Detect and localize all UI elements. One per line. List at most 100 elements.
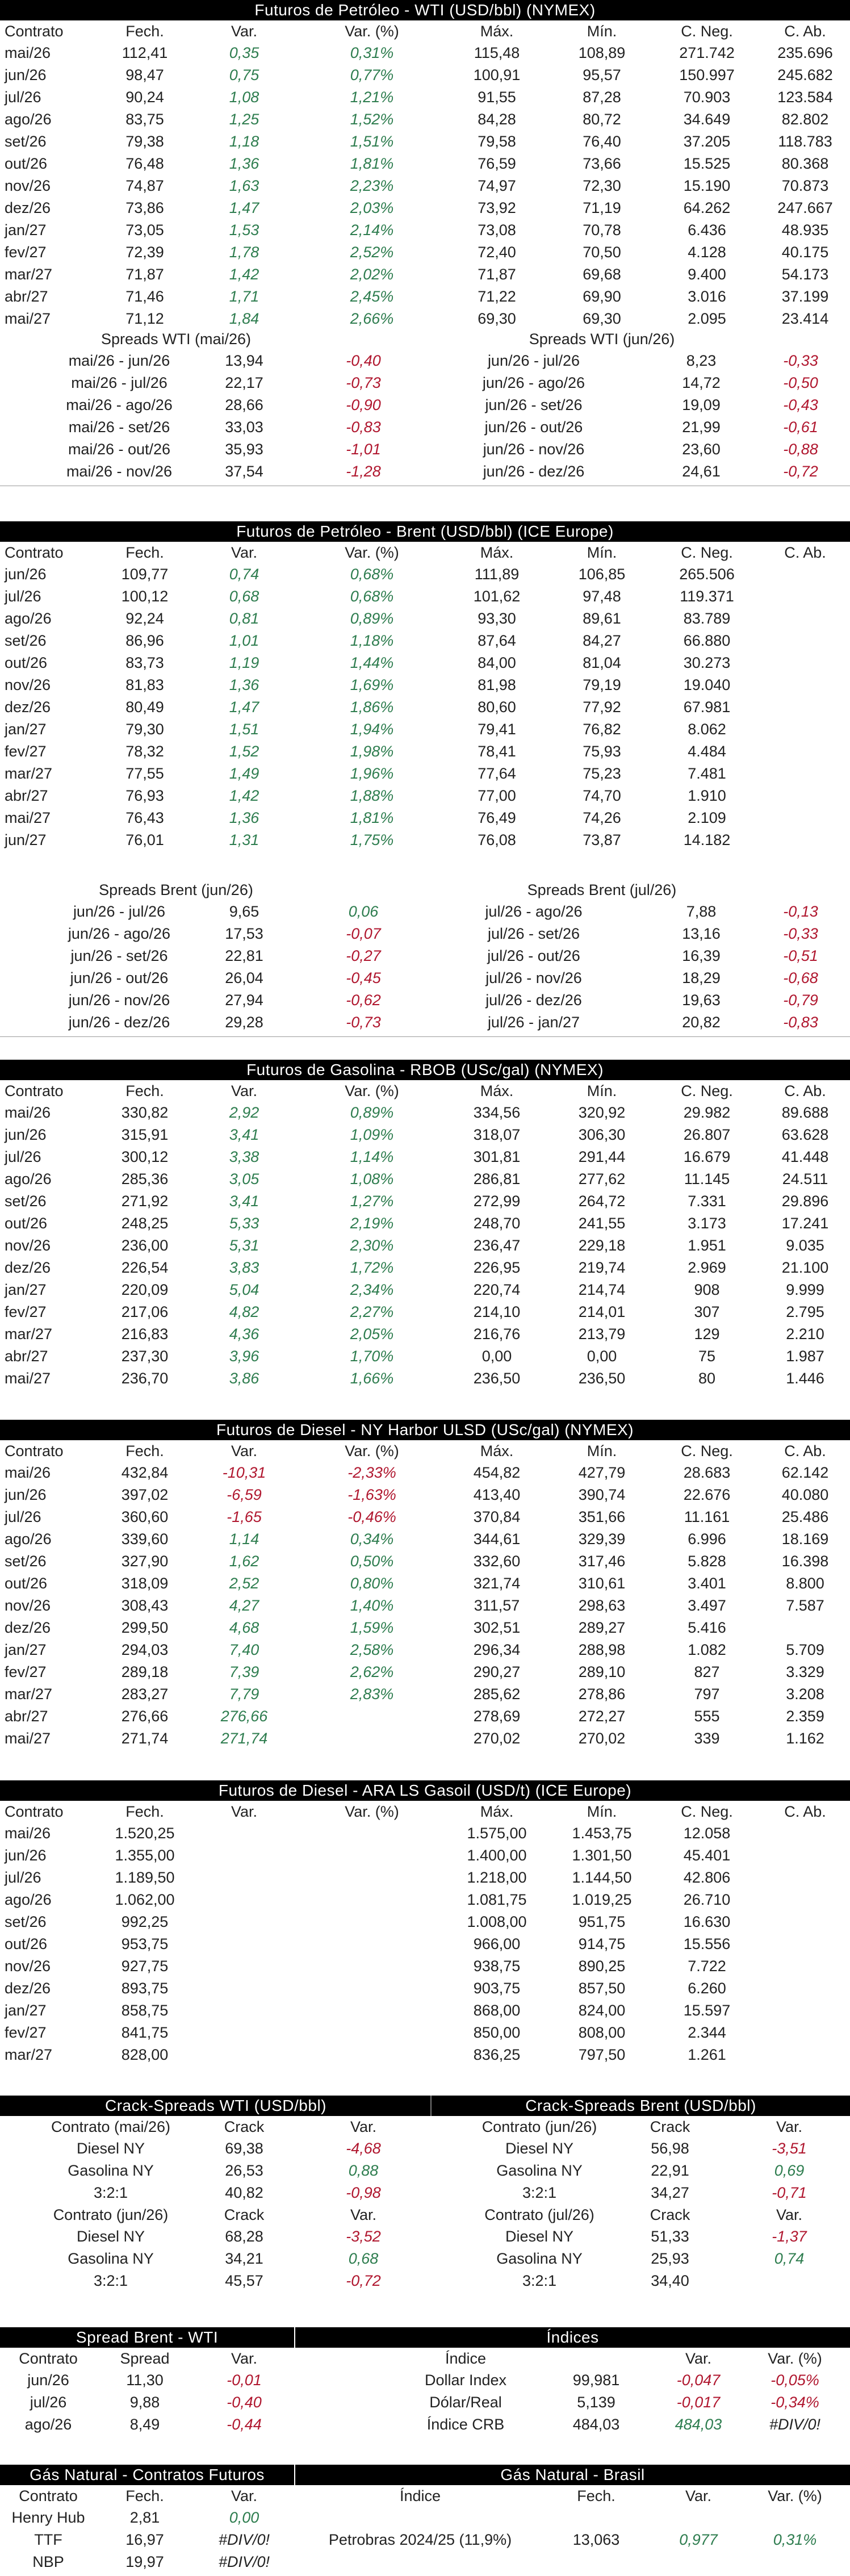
cell-change-pct: 1,75% — [350, 831, 394, 848]
cell-contract: jun/26 — [5, 1847, 47, 1864]
cell-contract: fev/27 — [5, 1303, 47, 1320]
cell-contract: dez/26 — [5, 1259, 51, 1276]
cell-low: 808,00 — [578, 2024, 626, 2041]
crack-value: 51,33 — [651, 2228, 689, 2245]
cell-high: 81,98 — [478, 676, 516, 693]
header-open-interest: C. Ab. — [784, 544, 826, 561]
cell-volume: 80 — [698, 1370, 716, 1387]
cell-contract: set/26 — [5, 1193, 47, 1210]
cell-open-interest: 9.999 — [786, 1281, 824, 1298]
cell-high: 78,41 — [478, 743, 516, 760]
header-var: Var. — [350, 2206, 377, 2223]
spread-value: 26,04 — [225, 969, 263, 986]
cell-low: 75,23 — [583, 765, 621, 782]
table-row: nov/26 927,75 938,75 890,25 7.722 — [0, 1955, 850, 1977]
cell: ago/26 — [24, 2416, 72, 2433]
cell-open-interest: 18.169 — [781, 1530, 829, 1548]
table-row: jun/26 109,77 0,74 0,68% 111,89 106,85 265.506 — [0, 563, 850, 586]
cell-low: 74,70 — [583, 787, 621, 804]
table-row: out/26 953,75 966,00 914,75 15.556 — [0, 1933, 850, 1955]
cell: 9,88 — [129, 2394, 160, 2411]
cell-volume: 26.807 — [683, 1126, 731, 1143]
spread-row: mai/26 - jul/26 22,17 -0,73 jun/26 - ago/26… — [0, 372, 850, 394]
table-row: jul/26 90,24 1,08 1,21% 91,55 87,28 70.903 123.… — [0, 86, 850, 108]
column-header-row: Contrato Fech. Var. Var. (%) Máx. Mín. C. Neg.… — [0, 1440, 850, 1462]
cell-high: 370,84 — [473, 1508, 521, 1525]
cell-volume: 9.400 — [688, 266, 726, 283]
cell-high: 278,69 — [473, 1708, 521, 1725]
cell-change-pct: 1,44% — [350, 654, 394, 671]
cell-change-pct: 1,51% — [350, 133, 394, 150]
cell-high: 73,92 — [478, 199, 516, 216]
cell-contract: dez/26 — [5, 1619, 51, 1636]
header-high: Máx. — [480, 1082, 514, 1099]
cell-open-interest: 8.800 — [786, 1575, 824, 1592]
cell-open-interest: 2.795 — [786, 1303, 824, 1320]
header-change-pct: Var. (%) — [345, 1082, 399, 1099]
cell-volume: 129 — [694, 1325, 720, 1343]
cell-high: 301,81 — [473, 1148, 521, 1165]
header-close: Fech. — [125, 1082, 164, 1099]
cell-close: 271,92 — [121, 1193, 169, 1210]
table-row: jun/26 397,02 -6,59 -1,63% 413,40 390,74 22.67… — [0, 1484, 850, 1506]
cell-volume: 15.556 — [683, 1935, 731, 1952]
spread-value: 16,39 — [682, 947, 721, 964]
cell-volume: 28.683 — [683, 1464, 731, 1481]
cell-close: 315,91 — [121, 1126, 169, 1143]
cell-low: 890,25 — [578, 1958, 626, 1975]
header-contract: Contrato — [5, 544, 64, 561]
gasoil-futures-table: Futuros de Diesel - ARA LS Gasoil (USD/t… — [0, 1780, 850, 2066]
cell-open-interest: 235.696 — [777, 44, 833, 61]
ulsd-futures-table: Futuros de Diesel - NY Harbor ULSD (USc/… — [0, 1420, 850, 1750]
cell-volume: 70.903 — [683, 89, 731, 106]
cell-contract: abr/27 — [5, 1708, 48, 1725]
cell-change: 0,81 — [229, 610, 259, 627]
indices-title: Índices — [295, 2327, 850, 2348]
cell-open-interest: 63.628 — [781, 1126, 829, 1143]
cell-high: 101,62 — [473, 588, 521, 605]
cell-contract: out/26 — [5, 1575, 48, 1592]
table-row: mai/26 1.520,25 1.575,00 1.453,75 12.058 — [0, 1822, 850, 1845]
crack-change: 0,69 — [774, 2162, 805, 2179]
header-crack: Crack — [224, 2118, 265, 2135]
cell-low: 320,92 — [578, 1104, 626, 1121]
crack-wti-title: Crack-Spreads WTI (USD/bbl) — [0, 2096, 432, 2116]
table-row: mai/26 112,41 0,35 0,31% 115,48 108,89 271.742… — [0, 42, 850, 64]
spread-change: -1,28 — [346, 463, 381, 480]
cell-change: 1,18 — [229, 133, 259, 150]
spread-value: 19,63 — [682, 992, 721, 1009]
cell-open-interest: 123.584 — [777, 89, 833, 106]
table-row: out/26 76,48 1,36 1,81% 76,59 73,66 15.525 80.3… — [0, 153, 850, 175]
cell-close: 72,39 — [125, 244, 164, 261]
spread-contract: jun/26 - dez/26 — [483, 463, 585, 480]
cell-change-pct: 2,19% — [350, 1215, 394, 1232]
crack-row: Gasolina NY 22,91 0,69 — [432, 2160, 850, 2182]
cell-high: 76,49 — [478, 809, 516, 826]
table-row: nov/26 74,87 1,63 2,23% 74,97 72,30 15.190 70.8… — [0, 175, 850, 197]
column-header-row: Contrato Fech. Var. Var. (%) Máx. Mín. C. Neg.… — [0, 20, 850, 42]
cell-change: 0,75 — [229, 66, 259, 83]
column-header-row: Contrato Fech. Var. Var. (%) Máx. Mín. C. Neg.… — [0, 1801, 850, 1822]
spread-contract: jun/26 - jul/26 — [73, 903, 166, 920]
cell-high: 236,47 — [473, 1237, 521, 1254]
cell-change-pct: 1,98% — [350, 743, 394, 760]
cell-volume: 7.481 — [688, 765, 726, 782]
table-row: jun/26 98,47 0,75 0,77% 100,91 95,57 150.997 24… — [0, 64, 850, 86]
spread-contract: jun/26 - ago/26 — [482, 374, 585, 391]
crack-value: 69,38 — [225, 2140, 263, 2157]
header-volume: C. Neg. — [681, 23, 733, 40]
table-row: set/26 79,38 1,18 1,51% 79,58 76,40 37.205 118.… — [0, 131, 850, 153]
cell-change-pct: 0,31% — [350, 44, 394, 61]
crack-change: -1,37 — [772, 2228, 807, 2245]
cell-volume: 11.161 — [684, 1508, 730, 1525]
cell-change: 7,40 — [229, 1641, 259, 1658]
crack-row: Gasolina NY 25,93 0,74 — [432, 2248, 850, 2270]
cell-change-pct: 1,09% — [350, 1126, 394, 1143]
cell-contract: jun/26 — [5, 566, 47, 583]
cell-low: 236,50 — [578, 1370, 626, 1387]
cell-contract: mai/26 — [5, 1825, 51, 1842]
cell: -0,017 — [676, 2394, 721, 2411]
cell-contract: mai/26 — [5, 44, 51, 61]
cell-open-interest: 29.896 — [781, 1193, 829, 1210]
table-row: fev/27 841,75 850,00 808,00 2.344 — [0, 2022, 850, 2044]
